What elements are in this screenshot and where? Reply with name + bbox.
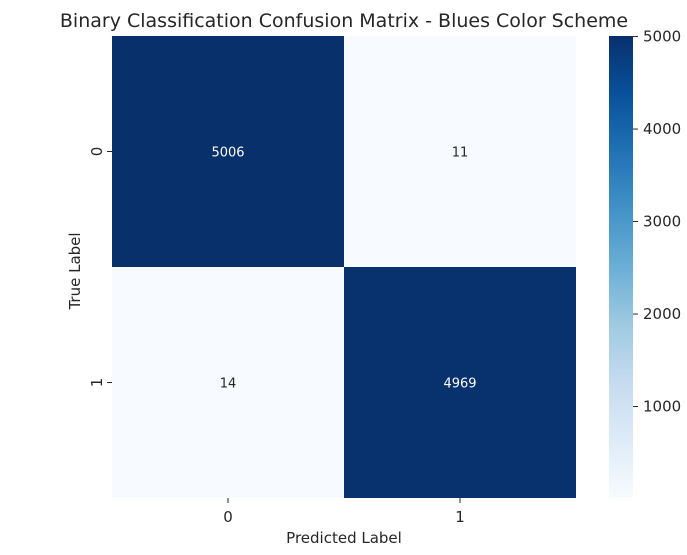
colorbar-ticks: 1000 2000 3000 4000 5000 [633, 28, 681, 416]
heatmap-cell-0-0 [112, 36, 344, 267]
heatmap-cell-1-1 [344, 267, 576, 498]
colorbar [609, 36, 633, 498]
x-axis-label: Predicted Label [286, 529, 402, 547]
cell-value-label-1-1: 4969 [443, 377, 476, 392]
colorbar-tick-label-3: 4000 [643, 120, 681, 138]
y-axis-label: True Label [66, 232, 84, 310]
y-tick-label-0: 0 [88, 147, 106, 157]
colorbar-tick-label-1: 2000 [643, 305, 681, 323]
cell-value-label-1-0: 14 [220, 377, 237, 392]
chart-title: Binary Classification Confusion Matrix -… [60, 10, 628, 32]
y-axis: 01 [88, 147, 112, 388]
cell-value-label-0-1: 11 [452, 146, 469, 161]
heatmap-cell-1-0 [112, 267, 344, 498]
x-tick-label-0: 0 [223, 508, 233, 526]
colorbar-tick-label-0: 1000 [643, 398, 681, 416]
cell-value-label-0-0: 5006 [211, 146, 244, 161]
x-tick-label-1: 1 [455, 508, 465, 526]
heatmap-cell-0-1 [344, 36, 576, 267]
colorbar-tick-label-2: 3000 [643, 213, 681, 231]
y-tick-label-1: 1 [88, 378, 106, 388]
colorbar-tick-label-4: 5000 [643, 28, 681, 46]
heatmap-cells: 5006 11 14 4969 [112, 36, 576, 498]
